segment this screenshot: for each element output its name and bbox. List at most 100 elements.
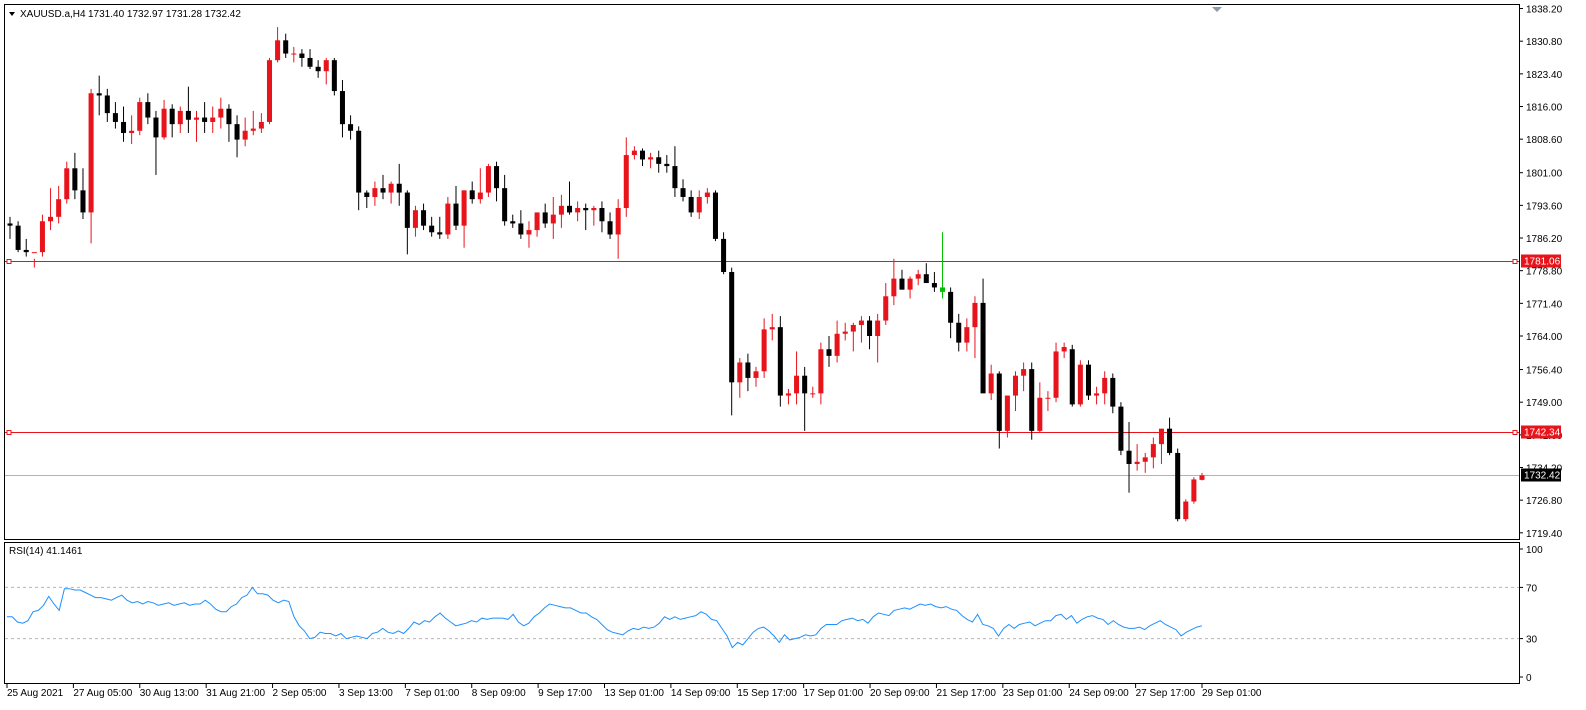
candle bbox=[607, 212, 613, 239]
price-tick-label: 1756.40 bbox=[1526, 366, 1563, 377]
price-tick-label: 1778.80 bbox=[1526, 267, 1563, 278]
candle-body bbox=[348, 124, 354, 131]
candle bbox=[761, 318, 767, 378]
candle-body bbox=[534, 212, 540, 231]
candle-body bbox=[299, 53, 305, 58]
rsi-tick-label: 100 bbox=[1526, 545, 1543, 556]
candle bbox=[1150, 437, 1156, 469]
candle-body bbox=[275, 40, 281, 61]
candle bbox=[7, 216, 13, 239]
candle-body bbox=[1061, 347, 1067, 352]
candle-body bbox=[210, 117, 216, 122]
candle-body bbox=[826, 349, 832, 356]
candle-body bbox=[1142, 457, 1148, 462]
candlestick-series[interactable] bbox=[7, 27, 1205, 522]
candle-body bbox=[842, 331, 848, 334]
candle bbox=[980, 278, 986, 394]
candle bbox=[185, 86, 191, 133]
price-pane[interactable]: 1838.20 1830.80 1823.40 1816.00 1808.60 1801.… bbox=[4, 4, 1563, 540]
candle bbox=[258, 113, 264, 133]
candle bbox=[753, 366, 759, 387]
candle bbox=[339, 80, 345, 138]
candle bbox=[956, 313, 962, 352]
candle-body bbox=[875, 320, 881, 336]
candle-body bbox=[96, 93, 102, 96]
candle bbox=[1126, 422, 1132, 493]
time-tick-label: 23 Sep 01:00 bbox=[1003, 688, 1063, 699]
time-tick-label: 27 Sep 17:00 bbox=[1136, 688, 1196, 699]
candle-body bbox=[672, 166, 678, 189]
candle bbox=[202, 102, 208, 133]
candle bbox=[1069, 344, 1075, 407]
candle-body bbox=[64, 168, 70, 200]
candle bbox=[1085, 360, 1091, 400]
candle bbox=[648, 152, 654, 169]
candle bbox=[526, 221, 532, 248]
candle-body bbox=[510, 221, 516, 224]
candle-body bbox=[761, 329, 767, 372]
candle-body bbox=[721, 238, 727, 272]
candle-body bbox=[1045, 397, 1051, 399]
candle bbox=[39, 214, 45, 257]
candle-body bbox=[615, 208, 621, 235]
candle bbox=[818, 342, 824, 405]
candle bbox=[193, 110, 200, 142]
candle-body bbox=[258, 121, 264, 129]
candle-body bbox=[202, 117, 208, 122]
candle bbox=[940, 232, 946, 299]
time-tick-label: 13 Sep 01:00 bbox=[605, 688, 665, 699]
candle bbox=[777, 316, 783, 407]
candle-body bbox=[1094, 393, 1100, 396]
candle-body bbox=[1077, 364, 1083, 405]
ohlc-values: 1731.40 1732.97 1731.28 1732.42 bbox=[88, 9, 241, 20]
candle-body bbox=[388, 183, 394, 193]
price-tick-label: 1823.40 bbox=[1526, 70, 1563, 81]
candle-body bbox=[607, 221, 613, 235]
rsi-pane[interactable]: 100 70 30 0 RSI(14) 41.1461 bbox=[4, 542, 1544, 685]
candle-body bbox=[980, 302, 986, 394]
candle bbox=[315, 60, 321, 78]
candle-body bbox=[1085, 364, 1091, 396]
candle bbox=[680, 179, 686, 202]
candle bbox=[412, 205, 418, 237]
candle bbox=[291, 46, 297, 63]
candle-body bbox=[7, 223, 13, 226]
candle bbox=[948, 287, 954, 339]
price-axis: 1838.20 1830.80 1823.40 1816.00 1808.60 1801.… bbox=[1519, 5, 1563, 540]
candle bbox=[48, 188, 54, 231]
candle bbox=[1012, 371, 1019, 412]
candle-body bbox=[996, 373, 1002, 431]
candle-body bbox=[39, 221, 45, 253]
candle-body bbox=[802, 375, 808, 394]
candle-body bbox=[88, 93, 94, 213]
candle bbox=[615, 199, 621, 259]
candle bbox=[534, 212, 540, 237]
candle-body bbox=[445, 203, 451, 235]
price-tick-label: 1801.00 bbox=[1526, 169, 1563, 180]
rsi-reference-levels bbox=[5, 586, 1519, 640]
candle bbox=[356, 126, 362, 211]
chart-header: XAUUSD.a,H4 1731.40 1732.97 1731.28 1732… bbox=[9, 9, 241, 20]
candle-body bbox=[704, 192, 710, 197]
candle bbox=[469, 181, 475, 204]
candle bbox=[169, 104, 175, 138]
candle-body bbox=[639, 150, 646, 160]
candle-body bbox=[785, 393, 791, 396]
candle bbox=[591, 205, 597, 226]
candle bbox=[858, 316, 864, 343]
candle-body bbox=[745, 362, 751, 378]
chart-shift-marker-icon[interactable] bbox=[1212, 7, 1222, 12]
candle bbox=[639, 148, 646, 167]
candle-body bbox=[129, 130, 135, 133]
candle-body bbox=[1102, 377, 1108, 394]
candle-body bbox=[964, 327, 970, 343]
candle bbox=[1175, 448, 1181, 522]
candle bbox=[445, 196, 451, 239]
chart-menu-triangle-icon[interactable] bbox=[9, 12, 15, 16]
candle bbox=[745, 353, 751, 392]
candle-body bbox=[421, 210, 427, 226]
time-tick-label: 27 Aug 05:00 bbox=[73, 688, 132, 699]
horizontal-levels[interactable] bbox=[5, 259, 1519, 476]
candle bbox=[15, 221, 21, 253]
